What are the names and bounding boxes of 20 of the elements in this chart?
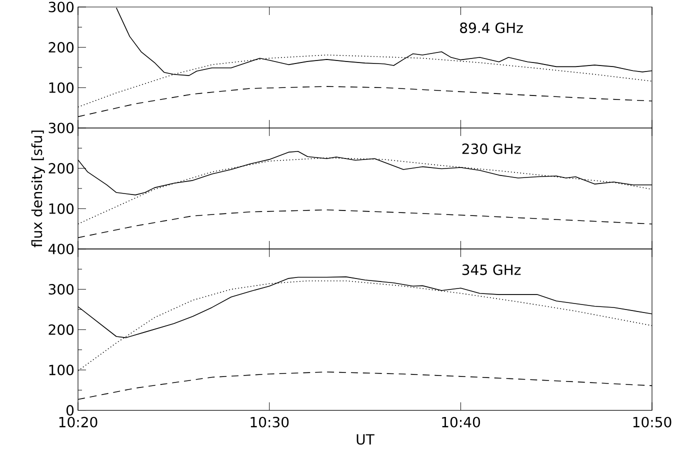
- y-tick-label: 200: [48, 42, 74, 53]
- y-tick-label: 0: [66, 405, 74, 416]
- y-tick-label: 400: [48, 244, 74, 254]
- x-tick-label: 10:40: [442, 416, 480, 428]
- x-axis-title: UT: [356, 434, 374, 445]
- y-tick-label: 100: [49, 364, 74, 376]
- annotation: 345 GHz: [462, 264, 521, 276]
- y-tick-label: 300: [48, 284, 74, 295]
- y-tick-label: 200: [48, 163, 74, 174]
- y-tick-label: 300: [48, 2, 74, 12]
- x-tick-label: 10:50: [633, 416, 672, 428]
- annotation: 89.4 GHz: [460, 22, 523, 34]
- y-tick-label: 100: [49, 82, 74, 93]
- y-tick-label: 100: [49, 203, 74, 214]
- y-axis-title: flux density [sfu]: [31, 130, 45, 248]
- y-tick-label: 300: [48, 122, 74, 134]
- annotation: 230 GHz: [462, 144, 521, 154]
- y-tick-label: 200: [48, 324, 74, 335]
- x-tick-label: 10:30: [250, 416, 289, 428]
- x-tick-label: 10:20: [59, 416, 98, 428]
